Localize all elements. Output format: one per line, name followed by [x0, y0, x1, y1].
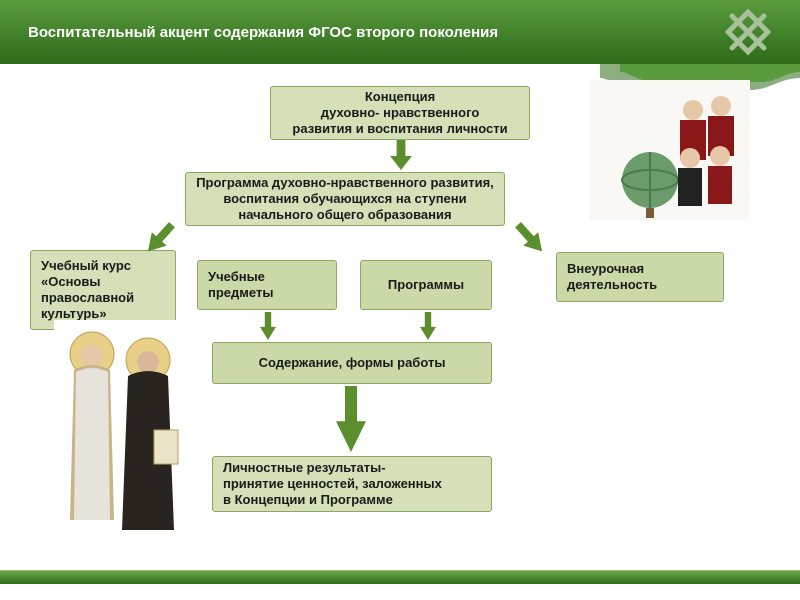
node-concept: Концепциядуховно- нравственногоразвития … — [270, 86, 530, 140]
diagram-stage: Концепциядуховно- нравственногоразвития … — [0, 80, 800, 570]
node-text: принятие ценностей, заложенных — [223, 476, 442, 492]
node-text: «Основы — [41, 274, 100, 290]
arrow-program-to-extra — [511, 218, 550, 258]
node-results: Личностные результаты-принятие ценностей… — [212, 456, 492, 512]
header-bar: Воспитательный акцент содержания ФГОС вт… — [0, 0, 800, 64]
node-text: начального общего образования — [238, 207, 451, 223]
node-text: Программа духовно-нравственного развития… — [196, 175, 494, 191]
page-title: Воспитательный акцент содержания ФГОС вт… — [28, 24, 498, 41]
node-text: деятельность — [567, 277, 657, 293]
node-text: в Концепции и Программе — [223, 492, 393, 508]
node-text: Личностные результаты- — [223, 460, 386, 476]
node-text: предметы — [208, 285, 273, 301]
footer-bar — [0, 570, 800, 584]
node-text: Содержание, формы работы — [259, 355, 446, 371]
node-text: православной — [41, 290, 134, 306]
node-text: воспитания обучающихся на ступени — [223, 191, 466, 207]
saints-icons-image — [54, 320, 188, 540]
node-program: Программа духовно-нравственного развития… — [185, 172, 505, 226]
node-subjects: Учебныепредметы — [197, 260, 337, 310]
node-text: Программы — [388, 277, 464, 293]
arrow-concept-to-program — [390, 140, 412, 170]
node-text: Концепция — [365, 89, 435, 105]
node-text: Учебный курс — [41, 258, 131, 274]
node-text: развития и воспитания личности — [292, 121, 507, 137]
node-programs: Программы — [360, 260, 492, 310]
knot-ornament-icon — [724, 8, 772, 56]
arrow-subjects-to-content — [260, 312, 276, 340]
node-text: Внеурочная — [567, 261, 644, 277]
students-globe-icon — [590, 80, 750, 220]
node-extra: Внеурочнаядеятельность — [556, 252, 724, 302]
students-globe-image — [590, 80, 750, 220]
node-text: Учебные — [208, 269, 265, 285]
node-course: Учебный курс «Основыправославнойкультурь… — [30, 250, 176, 330]
saints-icon — [54, 320, 188, 540]
node-text: духовно- нравственного — [321, 105, 480, 121]
node-content: Содержание, формы работы — [212, 342, 492, 384]
arrow-programs-to-content — [420, 312, 436, 340]
arrow-content-to-results — [336, 386, 366, 452]
